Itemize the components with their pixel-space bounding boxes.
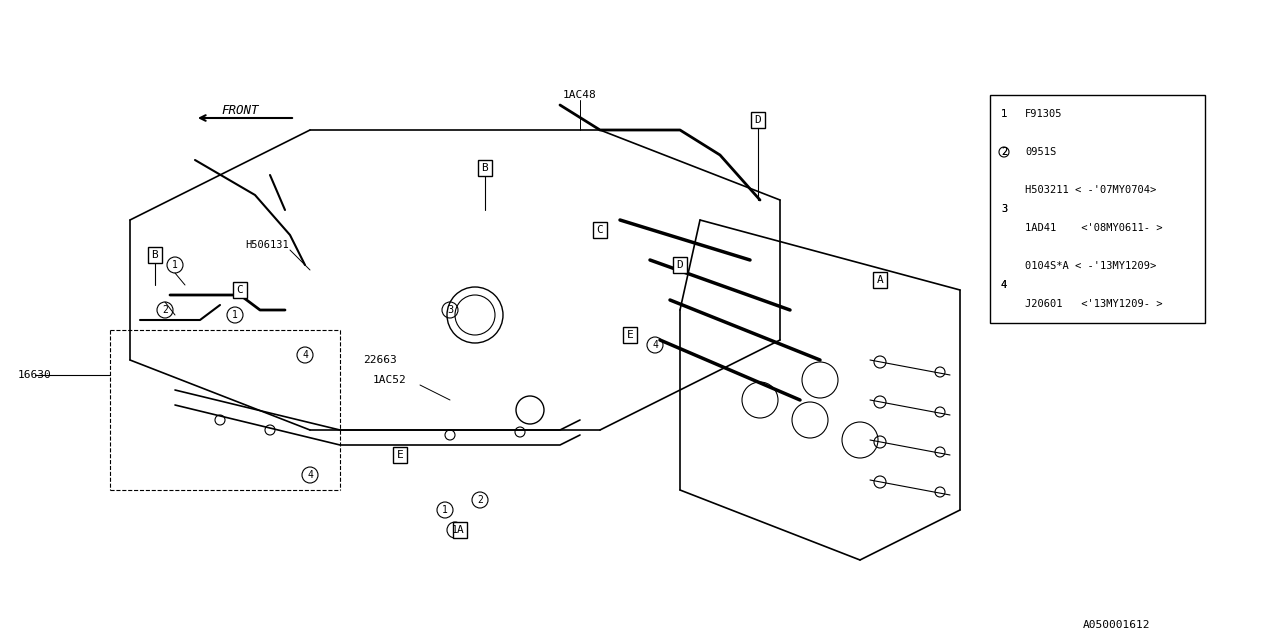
Text: B: B xyxy=(481,163,489,173)
Text: 4: 4 xyxy=(1001,280,1007,290)
Text: 2: 2 xyxy=(1001,147,1007,157)
Text: D: D xyxy=(677,260,684,270)
Text: 4: 4 xyxy=(1001,280,1007,290)
Text: 1: 1 xyxy=(1001,109,1007,119)
Text: B: B xyxy=(151,250,159,260)
Text: D: D xyxy=(755,115,762,125)
Text: H503211 < -'07MY0704>: H503211 < -'07MY0704> xyxy=(1025,185,1156,195)
Text: 1AC52: 1AC52 xyxy=(374,375,407,385)
Text: F91305: F91305 xyxy=(1025,109,1062,119)
Text: E: E xyxy=(627,330,634,340)
Text: 22663: 22663 xyxy=(364,355,397,365)
Text: A: A xyxy=(877,275,883,285)
Text: 4: 4 xyxy=(307,470,312,480)
Text: 0104S*A < -'13MY1209>: 0104S*A < -'13MY1209> xyxy=(1025,261,1156,271)
Text: 3: 3 xyxy=(1001,204,1007,214)
Text: 2: 2 xyxy=(477,495,483,505)
Text: 1: 1 xyxy=(452,525,458,535)
Text: 2: 2 xyxy=(163,305,168,315)
Text: 1: 1 xyxy=(442,505,448,515)
Text: 1AC48: 1AC48 xyxy=(563,90,596,100)
Text: A050001612: A050001612 xyxy=(1083,620,1149,630)
Text: J20601   <'13MY1209- >: J20601 <'13MY1209- > xyxy=(1025,299,1162,309)
Text: FRONT: FRONT xyxy=(221,104,259,116)
Text: A: A xyxy=(457,525,463,535)
Text: 1: 1 xyxy=(172,260,178,270)
Text: 0951S: 0951S xyxy=(1025,147,1056,157)
Text: 1: 1 xyxy=(232,310,238,320)
Text: H506131: H506131 xyxy=(244,240,289,250)
Text: E: E xyxy=(397,450,403,460)
Text: 1AD41    <'08MY0611- >: 1AD41 <'08MY0611- > xyxy=(1025,223,1162,233)
Text: 3: 3 xyxy=(1001,204,1007,214)
Text: C: C xyxy=(237,285,243,295)
Text: 1: 1 xyxy=(1001,109,1007,119)
Text: C: C xyxy=(596,225,603,235)
Text: 4: 4 xyxy=(302,350,308,360)
Text: 3: 3 xyxy=(447,305,453,315)
Text: 16630: 16630 xyxy=(18,370,51,380)
Bar xyxy=(989,95,1204,323)
Text: 4: 4 xyxy=(652,340,658,350)
Text: 2: 2 xyxy=(1001,147,1007,157)
